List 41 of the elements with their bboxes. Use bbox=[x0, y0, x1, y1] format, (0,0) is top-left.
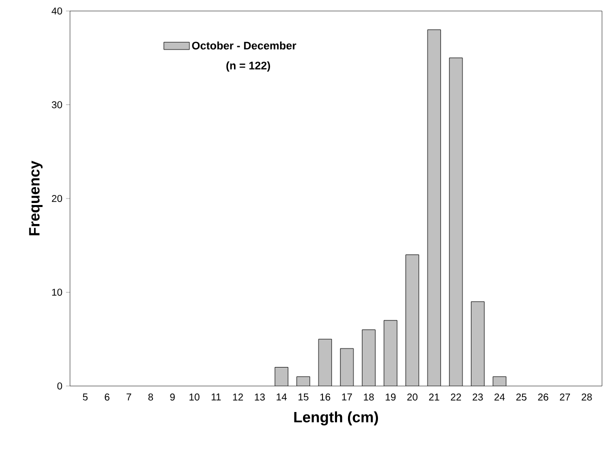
bar bbox=[449, 58, 463, 386]
x-tick-label: 28 bbox=[582, 394, 592, 401]
x-tick-label: 7 bbox=[126, 394, 132, 400]
y-tick-label: 20 bbox=[52, 194, 62, 202]
x-tick-label: 8 bbox=[148, 394, 154, 401]
bar bbox=[470, 301, 485, 386]
legend-label: October - December bbox=[192, 41, 296, 50]
bar bbox=[340, 348, 354, 386]
x-tick-label: 12 bbox=[233, 394, 243, 400]
x-axis-title: Length (cm) bbox=[294, 411, 378, 426]
x-tick-label: 24 bbox=[494, 394, 505, 400]
x-tick-label: 18 bbox=[364, 394, 374, 401]
x-tick-label: 5 bbox=[82, 394, 88, 400]
bar bbox=[362, 330, 376, 386]
x-tick-label: 23 bbox=[472, 394, 483, 401]
bar bbox=[318, 338, 332, 386]
x-tick-label: 13 bbox=[254, 394, 265, 401]
y-axis-title: Frequency bbox=[29, 160, 43, 236]
x-tick-label: 10 bbox=[190, 394, 200, 401]
x-tick-label: 19 bbox=[386, 394, 396, 401]
x-tick-label: 11 bbox=[212, 394, 221, 400]
y-tick-label: 30 bbox=[52, 101, 62, 108]
x-tick-label: 26 bbox=[538, 394, 548, 401]
x-tick-label: 21 bbox=[429, 394, 440, 400]
x-tick-label: 9 bbox=[170, 394, 175, 401]
bar bbox=[384, 320, 398, 386]
x-tick-label: 22 bbox=[450, 394, 461, 400]
x-tick-label: 27 bbox=[560, 394, 570, 400]
x-tick-label: 15 bbox=[298, 394, 308, 400]
annotation: (n = 122) bbox=[226, 61, 270, 72]
x-tick-label: 25 bbox=[516, 394, 526, 401]
x-tick-label: 17 bbox=[342, 394, 352, 400]
bar bbox=[427, 29, 441, 386]
y-tick-label: 10 bbox=[52, 288, 62, 296]
x-tick-label: 6 bbox=[104, 394, 110, 401]
x-tick-label: 20 bbox=[407, 394, 418, 401]
x-tick-label: 14 bbox=[276, 394, 287, 400]
bar bbox=[406, 254, 420, 386]
x-tick-label: 16 bbox=[320, 394, 330, 401]
y-tick-label: 40 bbox=[52, 7, 62, 15]
y-tick-label: 0 bbox=[57, 382, 62, 390]
